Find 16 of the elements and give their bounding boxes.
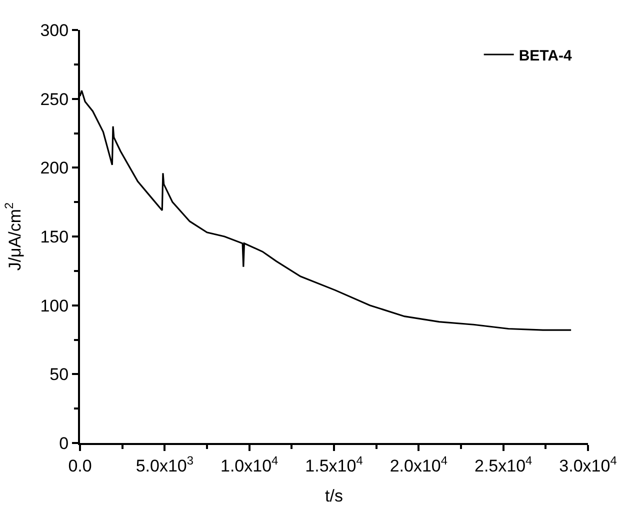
x-tick-label: 3.0x10$^{4}$ — [559, 453, 618, 476]
y-tick-label: 300 — [40, 20, 69, 40]
legend-label: BETA-4 — [518, 47, 573, 64]
x-tick-label: 0.0 — [68, 456, 92, 476]
x-tick-label: 2.5x10$^{4}$ — [474, 453, 533, 476]
y-tick-label: 200 — [40, 158, 69, 178]
y-tick-label: 100 — [40, 296, 69, 316]
x-tick-label: 5.0x10$^{3}$ — [136, 453, 194, 476]
x-tick-label: 2.0x10$^{4}$ — [390, 453, 448, 476]
y-tick-label: 250 — [40, 90, 69, 109]
y-tick-label: 150 — [40, 227, 69, 246]
x-tick-label: 1.0x10$^{4}$ — [220, 453, 279, 476]
y-tick-label: 0 — [59, 434, 69, 453]
y-tick-label: 50 — [50, 365, 69, 384]
x-tick-label: 1.5x10$^{4}$ — [305, 453, 364, 476]
x-axis-title: t/s — [325, 486, 343, 506]
